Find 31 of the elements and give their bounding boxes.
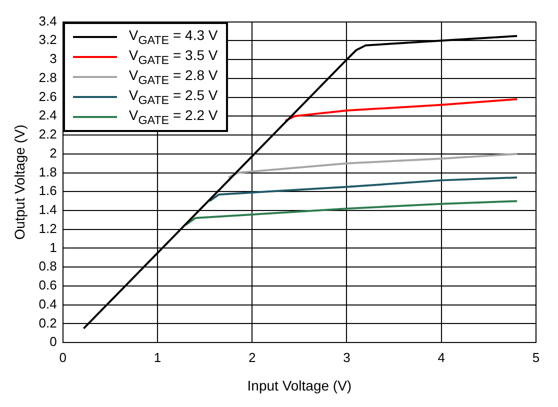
y-tick-label: 2.6 bbox=[38, 88, 57, 104]
y-tick-label: 2.4 bbox=[38, 108, 57, 123]
y-tick-label: 1 bbox=[50, 240, 57, 255]
y-tick-label: 1.6 bbox=[38, 183, 57, 198]
y-tick-label: 0.2 bbox=[38, 315, 57, 330]
y-tick-label: 2.8 bbox=[38, 70, 57, 85]
legend-label: V$_{GATE}$ = 2.8 V bbox=[128, 66, 218, 87]
x-tick-label: 2 bbox=[248, 350, 256, 365]
y-tick-label: 2 bbox=[50, 145, 57, 160]
legend-label: V$_{GATE}$ = 2.2 V bbox=[128, 106, 218, 127]
y-tick-label: 1.4 bbox=[38, 202, 57, 218]
legend-label: V$_{GATE}$ = 3.5 V bbox=[128, 46, 218, 67]
y-tick-label: 0.4 bbox=[38, 296, 57, 312]
y-tick-label: 1.8 bbox=[38, 164, 57, 180]
x-tick-label: 4 bbox=[438, 350, 445, 365]
x-tick-label: 5 bbox=[532, 350, 540, 365]
y-tick-label: 0.6 bbox=[38, 278, 57, 293]
y-tick-label: 1.2 bbox=[38, 220, 57, 236]
x-tick-label: 3 bbox=[343, 350, 350, 365]
y-tick-label: 3.4 bbox=[38, 13, 57, 28]
legend-label: V$_{GATE}$ = 4.3 V bbox=[128, 26, 218, 47]
x-tick-label: 0 bbox=[59, 350, 66, 365]
y-axis-title: Output Voltage (V) bbox=[11, 124, 28, 240]
legend-label: V$_{GATE}$ = 2.5 V bbox=[128, 86, 218, 107]
y-tick-label: 2.2 bbox=[38, 126, 57, 142]
x-tick-label: 1 bbox=[154, 350, 162, 365]
x-axis-title: Input Voltage (V) bbox=[247, 377, 352, 394]
y-tick-label: 0.8 bbox=[38, 258, 57, 274]
y-tick-label: 3.2 bbox=[38, 32, 57, 48]
y-tick-label: 3 bbox=[50, 51, 57, 66]
y-tick-label: 0 bbox=[50, 334, 57, 350]
